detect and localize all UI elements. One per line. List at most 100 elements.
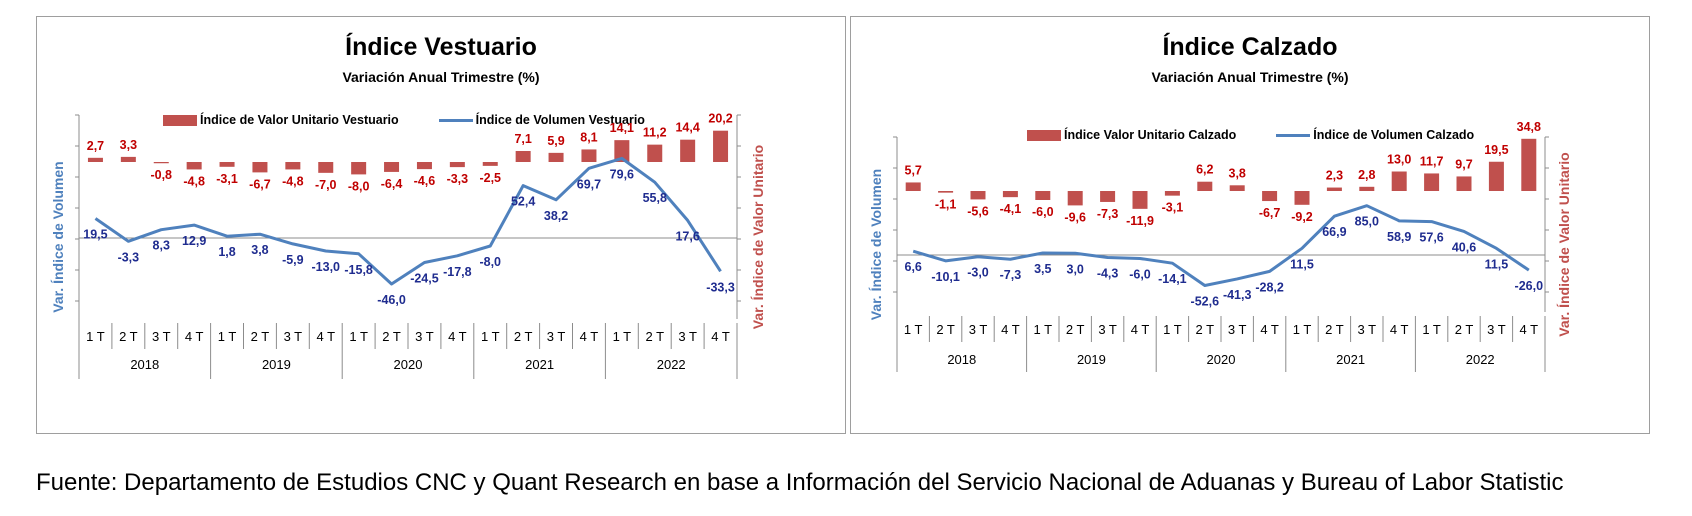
chart-subtitle: Variación Anual Trimestre (%) bbox=[342, 69, 540, 85]
x-tick-label: 2 T bbox=[382, 329, 401, 344]
volume-line bbox=[912, 204, 1530, 288]
x-tick-label: 2 T bbox=[1196, 322, 1215, 337]
y-axis-title-right: Var. Índice de Valor Unitario bbox=[1556, 152, 1572, 336]
bar bbox=[1229, 185, 1245, 191]
bar-data-label: 3,8 bbox=[1229, 166, 1246, 180]
line-data-label: 17,6 bbox=[675, 229, 699, 243]
x-year-label: 2020 bbox=[394, 357, 423, 372]
line-data-label: -10,1 bbox=[931, 270, 960, 284]
line-data-label: -15,8 bbox=[344, 263, 373, 277]
x-tick-label: 3 T bbox=[284, 329, 303, 344]
x-tick-label: 1 T bbox=[904, 322, 923, 337]
x-tick-label: 2 T bbox=[1455, 322, 1474, 337]
line-data-label: -14,1 bbox=[1158, 272, 1187, 286]
bar-data-label: -3,1 bbox=[216, 172, 238, 186]
bar bbox=[905, 182, 921, 191]
bar bbox=[449, 162, 465, 168]
x-tick-label: 3 T bbox=[547, 329, 566, 344]
x-tick-label: 1 T bbox=[481, 329, 500, 344]
line-data-label: 3,5 bbox=[1034, 262, 1051, 276]
line-data-label: -41,3 bbox=[1223, 288, 1252, 302]
chart-panel-calzado: Índice Calzado Variación Anual Trimestre… bbox=[850, 16, 1650, 434]
bar-data-label: 2,7 bbox=[87, 139, 104, 153]
bar-data-label: -5,6 bbox=[967, 204, 989, 218]
volume-line bbox=[94, 156, 722, 286]
legend-bar-swatch bbox=[163, 114, 197, 126]
bar bbox=[482, 162, 498, 166]
bar-data-label: -6,0 bbox=[1032, 205, 1054, 219]
bar-data-label: -3,3 bbox=[447, 172, 469, 186]
bar bbox=[1424, 173, 1440, 191]
bar-data-label: 11,2 bbox=[643, 126, 667, 140]
x-tick-label: 3 T bbox=[415, 329, 434, 344]
line-data-label: 85,0 bbox=[1355, 215, 1379, 229]
source-footnote: Fuente: Departamento de Estudios CNC y Q… bbox=[36, 469, 1564, 496]
x-year-label: 2022 bbox=[657, 357, 686, 372]
x-tick-label: 3 T bbox=[1228, 322, 1247, 337]
bar bbox=[318, 162, 334, 173]
line-data-label: 79,6 bbox=[610, 167, 634, 181]
bar bbox=[87, 157, 103, 162]
line-data-label: -5,9 bbox=[282, 253, 304, 267]
bar-data-label: 2,8 bbox=[1358, 168, 1375, 182]
bar-data-label: -6,7 bbox=[1259, 206, 1281, 220]
line-data-label: 12,9 bbox=[182, 234, 206, 248]
x-tick-label: 4 T bbox=[1131, 322, 1150, 337]
line-data-label: -4,3 bbox=[1097, 266, 1119, 280]
x-year-label: 2018 bbox=[947, 352, 976, 367]
x-tick-label: 3 T bbox=[969, 322, 988, 337]
line-data-label: -13,0 bbox=[312, 260, 341, 274]
bar-data-label: 11,7 bbox=[1420, 154, 1444, 168]
bar bbox=[351, 162, 367, 175]
bar-data-label: 8,1 bbox=[580, 130, 597, 144]
bar-data-label: -0,8 bbox=[150, 168, 172, 182]
line-data-label: 55,8 bbox=[643, 191, 667, 205]
x-tick-label: 2 T bbox=[1325, 322, 1344, 337]
x-tick-label: 3 T bbox=[1098, 322, 1117, 337]
line-data-label: 3,8 bbox=[251, 243, 268, 257]
bar bbox=[120, 156, 136, 162]
bar-data-label: 7,1 bbox=[514, 132, 531, 146]
bar-data-label: -6,7 bbox=[249, 177, 271, 191]
line-data-label: 19,5 bbox=[83, 228, 107, 242]
line-data-label: 69,7 bbox=[577, 177, 601, 191]
bar-data-label: -3,1 bbox=[1162, 201, 1184, 215]
bar bbox=[252, 162, 268, 173]
x-tick-label: 3 T bbox=[152, 329, 171, 344]
chart-subtitle: Variación Anual Trimestre (%) bbox=[1151, 69, 1349, 85]
x-tick-label: 1 T bbox=[349, 329, 368, 344]
bar-data-label: 2,3 bbox=[1326, 169, 1343, 183]
bar bbox=[1067, 191, 1083, 206]
x-tick-label: 4 T bbox=[580, 329, 599, 344]
legend-bar-swatch bbox=[1027, 129, 1061, 141]
x-tick-label: 3 T bbox=[678, 329, 697, 344]
line-data-label: -8,0 bbox=[479, 255, 501, 269]
chart-plot-calzado: 5,7 -1,1 -5,6 -4,1 -6,0 -9,6 -7,3 -11,9 -3,1 6,2 3… bbox=[868, 120, 1572, 372]
line-data-label: -3,0 bbox=[967, 266, 989, 280]
line-data-label: 11,5 bbox=[1485, 257, 1509, 271]
bar bbox=[970, 191, 986, 200]
line-data-label: 11,5 bbox=[1290, 257, 1314, 271]
legend-line-label: Índice de Volumen Vestuario bbox=[475, 113, 645, 127]
chart-panel-vestuario: Índice Vestuario Variación Anual Trimest… bbox=[36, 16, 846, 434]
line-data-label: 6,6 bbox=[905, 260, 922, 274]
x-tick-label: 1 T bbox=[1422, 322, 1441, 337]
bar-data-label: -4,8 bbox=[282, 174, 304, 188]
line-data-label: -24,5 bbox=[410, 272, 439, 286]
bar bbox=[1035, 191, 1051, 200]
line-data-label: 57,6 bbox=[1419, 231, 1443, 245]
x-tick-label: 4 T bbox=[185, 329, 204, 344]
line-data-label: -52,6 bbox=[1191, 295, 1220, 309]
x-tick-label: 4 T bbox=[1390, 322, 1409, 337]
bar-data-label: -7,0 bbox=[315, 178, 337, 192]
legend-bar-label: Índice de Valor Unitario Vestuario bbox=[200, 113, 399, 127]
bar bbox=[647, 144, 663, 162]
bar bbox=[219, 162, 235, 167]
bar bbox=[1262, 191, 1278, 202]
y-axis-title-left: Var. Índice de Volumen bbox=[50, 161, 66, 312]
bar-data-label: -2,5 bbox=[479, 171, 501, 185]
bar bbox=[1488, 161, 1504, 191]
bar-data-label: 20,2 bbox=[708, 112, 732, 126]
x-tick-label: 1 T bbox=[1293, 322, 1312, 337]
bar bbox=[153, 162, 169, 164]
